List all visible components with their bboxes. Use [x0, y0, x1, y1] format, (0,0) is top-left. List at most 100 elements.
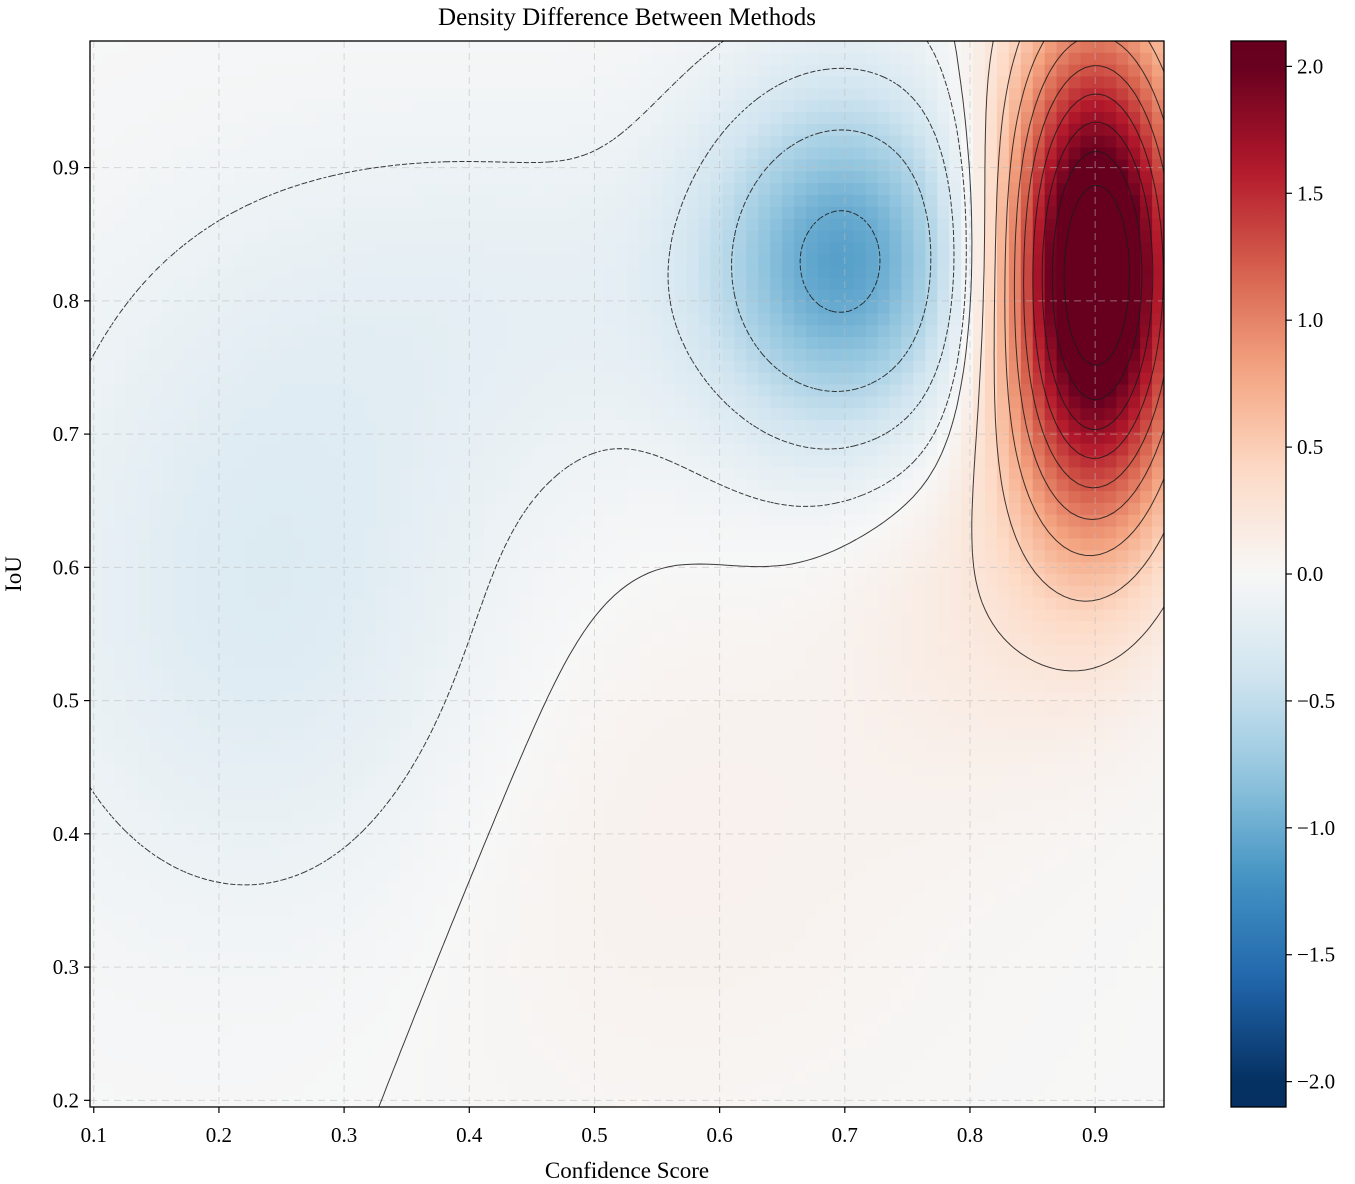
heatmap-cell: [388, 585, 401, 599]
heatmap-cell: [519, 52, 533, 66]
heatmap-cell: [1104, 372, 1117, 386]
heatmap-cell: [889, 112, 903, 125]
heatmap-cell: [889, 183, 903, 196]
heatmap-cell: [1056, 562, 1070, 575]
heatmap-cell: [292, 538, 306, 551]
heatmap-cell: [90, 64, 103, 78]
heatmap-cell: [817, 76, 831, 89]
heatmap-cell: [161, 621, 175, 634]
heatmap-cell: [364, 491, 377, 504]
heatmap-cell: [543, 360, 556, 374]
heatmap-cell: [185, 218, 198, 232]
heatmap-cell: [1140, 502, 1153, 516]
heatmap-cell: [1104, 467, 1117, 480]
heatmap-cell: [985, 123, 998, 137]
heatmap-cell: [949, 301, 962, 315]
heatmap-cell: [185, 455, 198, 468]
heatmap-cell: [328, 348, 342, 362]
heatmap-cell: [424, 574, 437, 587]
heatmap-cell: [662, 52, 676, 66]
heatmap-cell: [352, 194, 366, 208]
heatmap-cell: [782, 668, 795, 682]
heatmap-cell: [424, 289, 437, 303]
heatmap-cell: [925, 194, 938, 208]
heatmap-cell: [877, 420, 891, 433]
heatmap-cell: [161, 88, 175, 101]
heatmap-cell: [1068, 408, 1082, 421]
heatmap-cell: [113, 491, 127, 504]
heatmap-cell: [996, 574, 1010, 587]
heatmap-cell: [603, 41, 616, 54]
heatmap-cell: [937, 313, 950, 326]
heatmap-cell: [865, 254, 879, 267]
heatmap-cell: [901, 348, 914, 362]
heatmap-cell: [650, 360, 664, 374]
heatmap-cell: [507, 550, 521, 563]
heatmap-cell: [579, 384, 592, 397]
heatmap-cell: [483, 680, 497, 694]
heatmap-cell: [961, 348, 974, 362]
heatmap-cell: [985, 242, 998, 255]
heatmap-cell: [257, 242, 270, 255]
heatmap-cell: [817, 514, 831, 528]
heatmap-cell: [961, 562, 974, 575]
heatmap-cell: [734, 491, 747, 504]
heatmap-cell: [436, 123, 449, 137]
heatmap-cell: [591, 408, 604, 421]
heatmap-cell: [519, 384, 533, 397]
heatmap-cell: [471, 585, 485, 599]
heatmap-cell: [316, 396, 330, 409]
heatmap-cell: [280, 52, 294, 66]
heatmap-cell: [650, 123, 664, 137]
heatmap-cell: [483, 479, 497, 492]
heatmap-cell: [722, 194, 735, 208]
heatmap-cell: [1128, 289, 1141, 303]
heatmap-cell: [149, 396, 163, 409]
heatmap-cell: [996, 680, 1010, 694]
heatmap-cell: [615, 76, 628, 89]
heatmap-cell: [352, 680, 366, 694]
heatmap-cell: [1044, 76, 1058, 89]
heatmap-cell: [1020, 372, 1034, 386]
heatmap-cell: [937, 230, 950, 243]
heatmap-cell: [161, 645, 175, 658]
heatmap-cell: [1092, 455, 1105, 468]
heatmap-cell: [555, 467, 568, 480]
heatmap-cell: [770, 514, 783, 528]
heatmap-cell: [961, 668, 974, 682]
heatmap-cell: [221, 479, 234, 492]
heatmap-cell: [90, 609, 103, 622]
heatmap-cell: [412, 277, 425, 291]
heatmap-cell: [591, 194, 604, 208]
heatmap-cell: [794, 680, 807, 694]
heatmap-cell: [400, 372, 413, 386]
heatmap-cell: [269, 254, 282, 267]
heatmap-cell: [424, 183, 437, 196]
heatmap-cell: [710, 680, 724, 694]
heatmap-cell: [782, 514, 795, 528]
heatmap-cell: [161, 526, 175, 540]
heatmap-cell: [412, 384, 425, 397]
heatmap-cell: [615, 266, 628, 279]
heatmap-cell: [1056, 621, 1070, 634]
heatmap-cell: [579, 41, 592, 54]
heatmap-cell: [710, 183, 724, 196]
heatmap-cell: [436, 183, 449, 196]
heatmap-cell: [101, 348, 115, 362]
heatmap-cell: [555, 408, 568, 421]
heatmap-cell: [949, 538, 962, 551]
heatmap-cell: [197, 194, 210, 208]
heatmap-cell: [519, 609, 533, 622]
heatmap-cell: [937, 52, 950, 66]
heatmap-cell: [841, 396, 855, 409]
heatmap-cell: [471, 420, 485, 433]
heatmap-cell: [746, 100, 759, 113]
heatmap-cell: [412, 514, 425, 528]
heatmap-cell: [340, 254, 354, 267]
heatmap-cell: [364, 76, 377, 89]
heatmap-cell: [794, 574, 807, 587]
heatmap-cell: [865, 277, 879, 291]
heatmap-cell: [436, 88, 449, 101]
heatmap-cell: [686, 396, 700, 409]
heatmap-cell: [459, 337, 473, 350]
